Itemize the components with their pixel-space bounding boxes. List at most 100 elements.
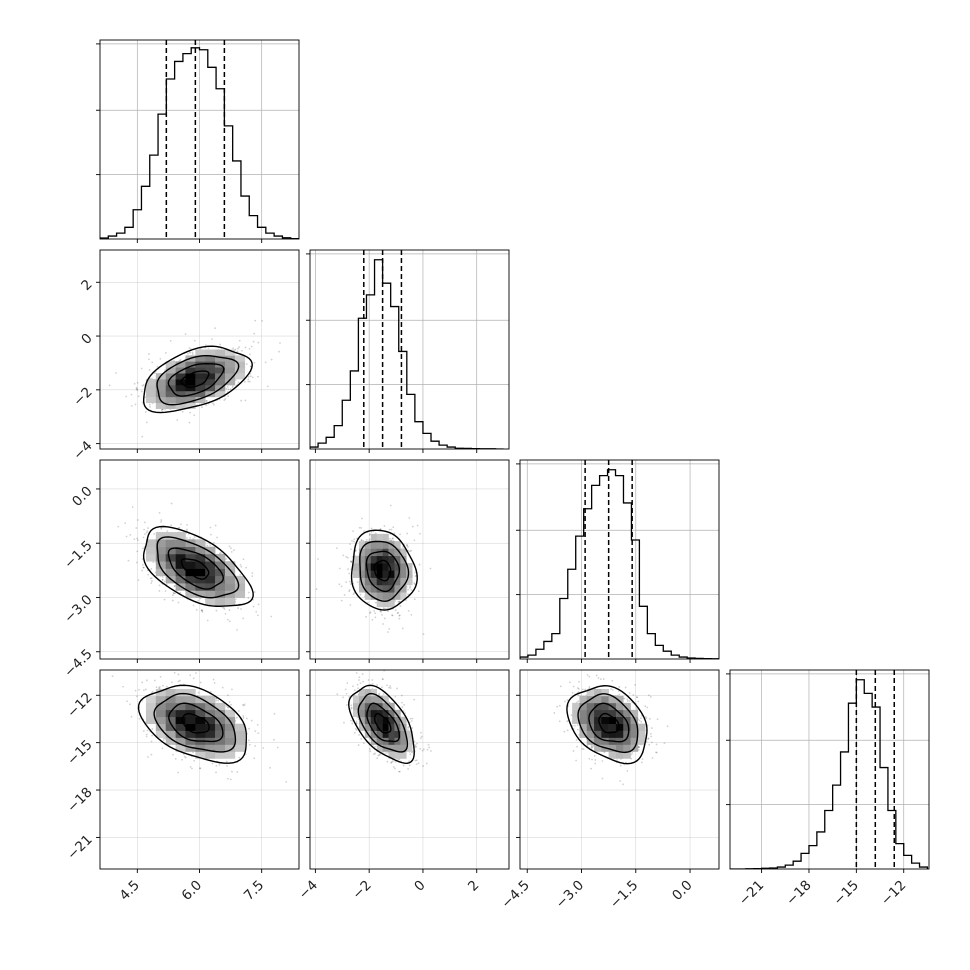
density-cell	[376, 577, 383, 586]
sample-point	[134, 403, 137, 406]
sample-point	[414, 759, 417, 762]
density-cell	[155, 568, 167, 577]
density-cell	[400, 730, 407, 738]
sample-point	[224, 612, 227, 615]
sample-point	[591, 758, 593, 761]
sample-point	[150, 753, 153, 756]
density-cell	[175, 553, 186, 562]
density-cell	[205, 367, 216, 374]
density-cell	[358, 702, 366, 711]
sample-point	[228, 701, 231, 703]
sample-point	[177, 673, 180, 676]
sample-point	[228, 545, 231, 548]
density-cell	[175, 390, 186, 398]
sample-point	[413, 539, 416, 542]
density-cell	[630, 716, 639, 724]
density-cell	[195, 539, 206, 547]
density-cell	[195, 396, 206, 404]
density-cell	[175, 402, 186, 409]
sample-point	[575, 759, 578, 762]
sample-point	[209, 544, 212, 547]
density-cell	[215, 561, 226, 569]
sample-point	[236, 350, 239, 353]
sample-point	[345, 692, 348, 695]
sample-point	[362, 680, 364, 683]
density-cell	[165, 688, 176, 697]
sample-point	[413, 698, 416, 701]
sample-point	[584, 688, 587, 691]
sample-point	[248, 727, 250, 730]
sample-point	[136, 381, 139, 384]
sample-point	[631, 751, 634, 754]
density-cell	[215, 367, 226, 374]
density-cell	[400, 570, 407, 578]
sample-point	[386, 684, 388, 687]
density-cell	[195, 355, 206, 362]
sample-point	[221, 686, 224, 689]
sample-point	[409, 585, 412, 588]
density-cell	[370, 584, 377, 593]
sample-point	[361, 673, 364, 675]
sample-point	[161, 576, 164, 578]
sample-point	[626, 700, 629, 702]
sample-point	[199, 681, 202, 684]
sample-point	[413, 740, 416, 743]
y-tick-label: −21	[64, 832, 95, 863]
sample-point	[381, 678, 384, 681]
density-cell	[195, 730, 206, 738]
sample-point	[173, 592, 175, 595]
density-cell	[165, 390, 176, 398]
sample-point	[215, 699, 218, 702]
sample-point	[656, 718, 659, 721]
density-cell	[185, 379, 196, 386]
sample-point	[360, 539, 363, 542]
sample-point	[145, 735, 148, 738]
contour-line	[142, 345, 253, 414]
sample-point	[253, 332, 256, 335]
sample-point	[406, 546, 409, 548]
sample-point	[237, 381, 240, 384]
sample-point	[352, 685, 354, 688]
sample-point	[129, 533, 132, 536]
sample-point	[350, 706, 353, 709]
sample-point	[636, 696, 639, 699]
sample-point	[227, 777, 229, 780]
sample-point	[649, 732, 652, 735]
density-cell	[205, 590, 216, 599]
sample-point	[558, 720, 561, 723]
sample-point	[177, 680, 180, 683]
sample-point	[594, 762, 597, 765]
density-cell	[601, 702, 609, 711]
sample-point	[247, 591, 250, 594]
density-cell	[364, 555, 372, 564]
sample-point	[151, 690, 154, 693]
sample-point	[136, 387, 139, 390]
sample-point	[148, 353, 150, 355]
density-cell	[165, 532, 176, 540]
x-tick-label: 4.5	[116, 877, 143, 904]
sample-point	[382, 607, 385, 610]
sample-point	[131, 506, 134, 508]
sample-point	[397, 758, 400, 761]
sample-point	[374, 532, 377, 535]
density-cell	[382, 592, 389, 600]
density-cell	[155, 695, 167, 704]
sample-point	[394, 600, 397, 602]
contour-line	[167, 363, 225, 397]
sample-point	[183, 755, 186, 758]
y-tick-label: −2	[70, 384, 95, 409]
sample-point	[151, 734, 154, 737]
sample-point	[144, 688, 147, 691]
sample-point	[150, 740, 153, 743]
sample-point	[350, 560, 353, 563]
density-cell	[234, 723, 246, 731]
sample-point	[156, 365, 159, 368]
sample-point	[158, 687, 160, 689]
density-cell	[224, 730, 236, 738]
sample-point	[227, 388, 230, 391]
sample-point	[135, 388, 138, 391]
sample-point	[649, 717, 651, 720]
density-cell	[630, 709, 639, 718]
sample-point	[418, 563, 421, 566]
density-cell	[185, 384, 196, 392]
